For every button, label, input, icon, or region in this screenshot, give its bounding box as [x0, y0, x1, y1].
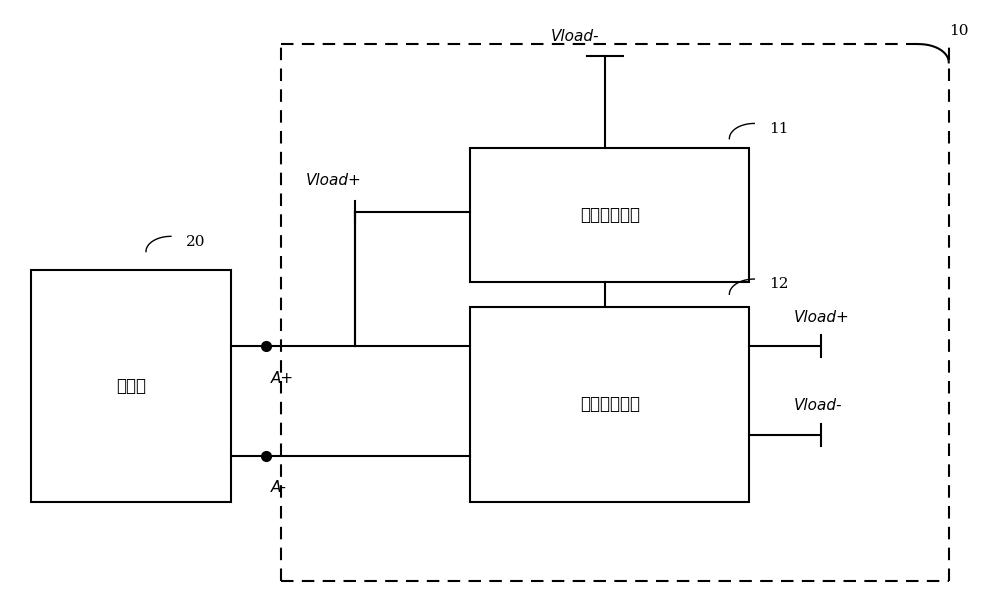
Text: A+: A+ — [271, 371, 294, 386]
Text: Vload-: Vload- — [794, 398, 843, 413]
Text: 反接检测模块: 反接检测模块 — [580, 206, 640, 224]
Bar — [470, 306, 749, 502]
Text: 20: 20 — [186, 235, 205, 248]
Text: Vload+: Vload+ — [794, 310, 850, 325]
Text: 11: 11 — [769, 121, 789, 135]
Bar — [470, 148, 749, 282]
Bar — [31, 270, 231, 502]
Text: 10: 10 — [949, 24, 969, 38]
Text: 主电路: 主电路 — [116, 377, 146, 395]
Text: Vload-: Vload- — [551, 29, 599, 44]
Text: 12: 12 — [769, 277, 789, 291]
Text: A-: A- — [271, 481, 287, 495]
Text: Vload+: Vload+ — [306, 172, 361, 188]
Text: 反接切换模块: 反接切换模块 — [580, 395, 640, 413]
